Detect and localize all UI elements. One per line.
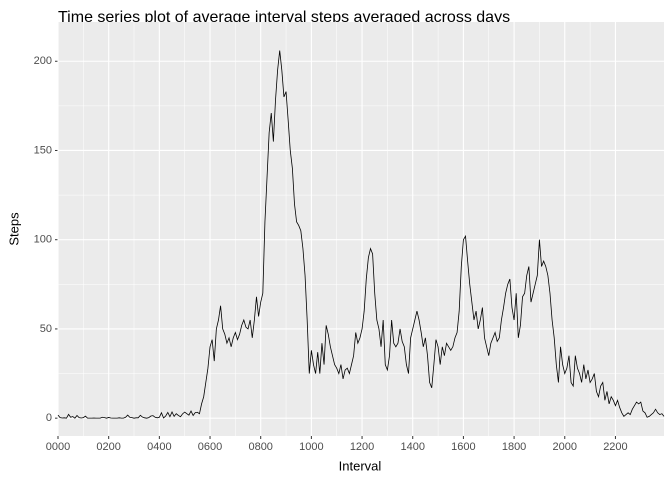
y-tick-label: 150 [34,144,52,156]
y-tick-label: 200 [34,55,52,67]
x-tick-label: 0200 [96,441,120,453]
chart-title: Time series plot of average interval ste… [58,9,510,26]
x-tick-label: 0000 [46,441,70,453]
x-axis-title: Interval [339,458,382,473]
x-tick-label: 0400 [147,441,171,453]
x-tick-label: 2000 [553,441,577,453]
x-tick-label: 0600 [198,441,222,453]
y-axis-title: Steps [6,212,21,246]
y-tick-label: 0 [46,412,52,424]
panel [58,22,664,436]
x-tick-label: 1600 [451,441,475,453]
y-tick-label: 100 [34,234,52,246]
x-tick-label: 1000 [299,441,323,453]
x-tick-label: 1800 [502,441,526,453]
data-line [57,50,665,419]
x-tick-label: 0800 [248,441,272,453]
y-tick-label: 50 [40,323,52,335]
x-tick-label: 1200 [350,441,374,453]
x-tick-label: 1400 [400,441,424,453]
x-tick-label: 2200 [603,441,627,453]
